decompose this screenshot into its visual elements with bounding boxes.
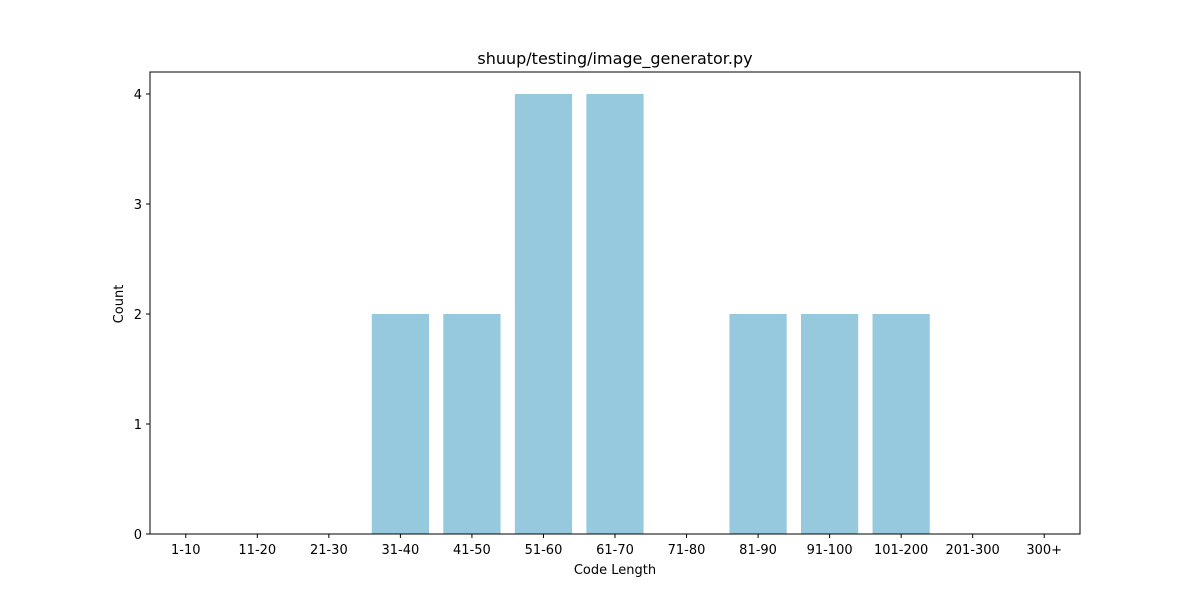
x-tick-label: 51-60 — [525, 543, 563, 558]
y-tick-label: 2 — [134, 308, 142, 323]
x-tick-label: 31-40 — [381, 543, 419, 558]
x-tick-label: 71-80 — [668, 543, 706, 558]
bar-31-40 — [371, 314, 429, 534]
y-tick-label: 0 — [134, 528, 142, 543]
x-tick-label: 101-200 — [874, 543, 928, 558]
bar-101-200 — [872, 314, 930, 534]
bars-layer — [371, 94, 930, 534]
chart-title: shuup/testing/image_generator.py — [477, 49, 752, 69]
x-tick-label: 201-300 — [946, 543, 1000, 558]
y-tick-label: 1 — [134, 418, 142, 433]
bar-61-70 — [586, 94, 644, 534]
x-tick-label: 61-70 — [596, 543, 634, 558]
x-tick-label: 1-10 — [171, 543, 201, 558]
y-axis-label: Count — [112, 285, 127, 324]
x-tick-label: 300+ — [1026, 543, 1062, 558]
x-tick-label: 11-20 — [238, 543, 276, 558]
x-tick-label: 21-30 — [310, 543, 348, 558]
bar-91-100 — [801, 314, 859, 534]
x-tick-label: 41-50 — [453, 543, 491, 558]
x-tick-label: 81-90 — [739, 543, 777, 558]
bar-51-60 — [514, 94, 573, 534]
x-axis-label: Code Length — [574, 563, 656, 578]
x-tick-label: 91-100 — [807, 543, 853, 558]
bar-41-50 — [443, 314, 501, 534]
y-tick-label: 4 — [134, 88, 142, 103]
bar-81-90 — [729, 314, 787, 534]
axes-layer: 1-10 11-20 21-30 31-40 41-50 51-60 61-70 71-80 8… — [134, 71, 1081, 558]
y-tick-label: 3 — [134, 198, 142, 213]
